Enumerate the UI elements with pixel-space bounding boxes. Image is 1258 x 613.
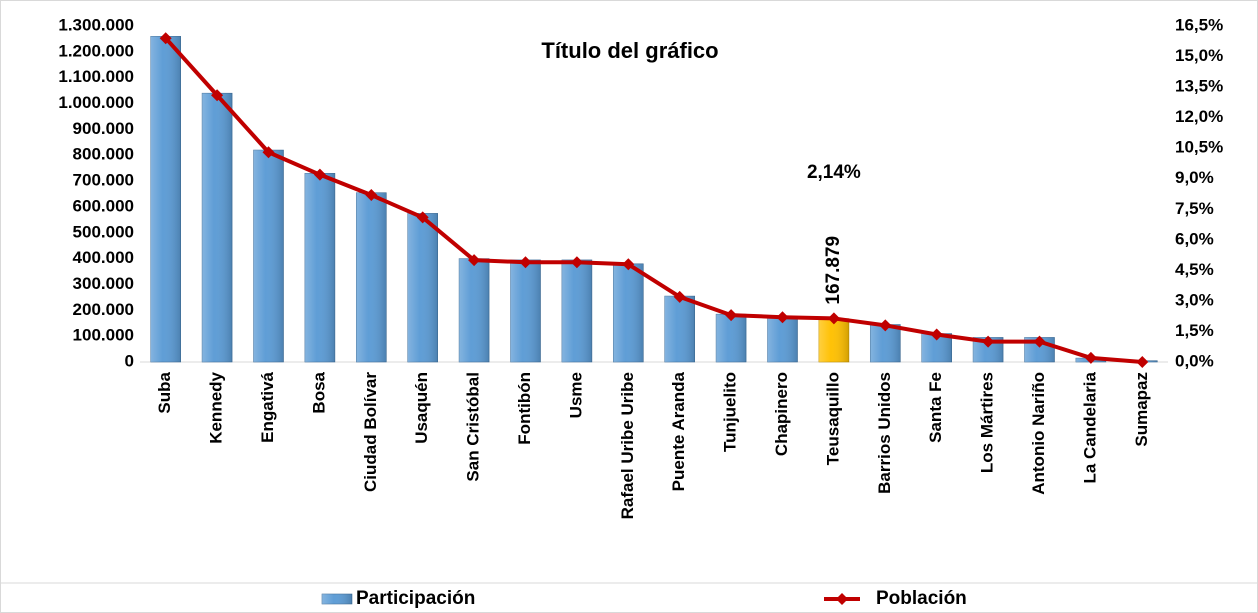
y-tick-label: 1.000.000 [58, 93, 134, 112]
legend-marker [836, 593, 848, 605]
x-tick-label: Antonio Nariño [1029, 372, 1048, 495]
chart-title: Título del gráfico [541, 38, 718, 63]
line-marker [262, 146, 275, 159]
x-tick-label: Chapinero [772, 372, 791, 456]
bar-shade [664, 296, 695, 362]
y2-tick-label: 3,0% [1175, 290, 1214, 309]
x-tick-label: La Candelaria [1080, 371, 1099, 483]
line-marker [1084, 351, 1097, 364]
x-tick-label: Bosa [309, 371, 328, 413]
line-marker [622, 258, 635, 271]
line-marker [930, 328, 943, 341]
line-marker [673, 290, 686, 303]
y2-tick-label: 10,5% [1175, 138, 1223, 157]
line-marker [570, 256, 583, 269]
bar-value-label: 167.879 [823, 236, 844, 305]
y2-tick-label: 6,0% [1175, 229, 1214, 248]
x-tick-label: Santa Fe [926, 372, 945, 443]
bar-shade [510, 259, 541, 362]
x-tick-label: Usme [566, 372, 585, 418]
line-marker [776, 311, 789, 324]
bar-shade [304, 173, 335, 362]
line-marker [416, 211, 429, 224]
legend-label: Población [876, 588, 967, 609]
y-tick-label: 400.000 [73, 248, 134, 267]
line-marker [1136, 356, 1149, 368]
line-marker [879, 319, 892, 332]
x-tick-label: Puente Aranda [669, 371, 688, 491]
bar-shade [716, 314, 747, 362]
line-marker [982, 335, 995, 348]
x-tick-label: Barrios Unidos [875, 372, 894, 494]
bar-shade [561, 259, 592, 362]
bar-shade [202, 93, 233, 362]
line-marker [159, 32, 172, 45]
line-marker [313, 168, 326, 181]
bar-shade [150, 36, 181, 362]
x-tick-label: Sumapaz [1132, 372, 1151, 447]
line-marker [211, 89, 224, 102]
bar-shade [459, 258, 490, 362]
y2-tick-label: 13,5% [1175, 77, 1223, 96]
x-tick-label: Suba [155, 371, 174, 413]
x-tick-label: Ciudad Bolívar [361, 372, 380, 492]
y2-tick-label: 15,0% [1175, 46, 1223, 65]
y-tick-label: 700.000 [73, 171, 134, 190]
legend-label: Participación [356, 588, 475, 609]
x-tick-label: Rafael Uribe Uribe [618, 372, 637, 519]
y-tick-label: 300.000 [73, 274, 134, 293]
y-tick-label: 800.000 [73, 145, 134, 164]
x-tick-label: Usaquén [412, 372, 431, 444]
line-marker [468, 254, 481, 267]
x-tick-label: Tunjuelito [721, 372, 740, 452]
bar-shade [767, 318, 798, 362]
x-tick-label: San Cristóbal [464, 372, 483, 482]
line [164, 36, 1143, 364]
y-tick-label: 500.000 [73, 222, 134, 241]
y-tick-label: 200.000 [73, 300, 134, 319]
x-tick-label: Teusaquillo [823, 372, 842, 465]
y-tick-label: 1.300.000 [58, 15, 134, 34]
bar-shade [818, 318, 849, 362]
line-value-label: 2,14% [807, 162, 861, 183]
y-tick-label: 100.000 [73, 326, 134, 345]
x-tick-label: Fontibón [515, 372, 534, 445]
bar-shade [253, 150, 284, 362]
bar-shade [613, 263, 644, 362]
line-marker [365, 189, 378, 202]
y2-tick-label: 16,5% [1175, 15, 1223, 34]
x-tick-label: Kennedy [207, 371, 226, 443]
y2-tick-label: 1,5% [1175, 321, 1214, 340]
y2-tick-label: 9,0% [1175, 168, 1214, 187]
y2-tick-label: 4,5% [1175, 260, 1214, 279]
line-marker [725, 309, 738, 322]
bar-shade [407, 213, 438, 362]
line-marker [827, 312, 840, 325]
y-tick-label: 1.200.000 [58, 41, 134, 60]
y2-tick-label: 7,5% [1175, 199, 1214, 218]
y2-tick-label: 12,0% [1175, 107, 1223, 126]
bar-shade [356, 192, 387, 362]
y-tick-label: 900.000 [73, 119, 134, 138]
y-tick-label: 0 [125, 351, 134, 370]
y2-tick-label: 0,0% [1175, 351, 1214, 370]
y-tick-label: 600.000 [73, 196, 134, 215]
x-tick-label: Engativá [258, 371, 277, 442]
line-marker [1033, 335, 1046, 348]
legend-swatch-shade [322, 594, 352, 604]
line-marker [519, 256, 532, 269]
x-tick-label: Los Mártires [978, 372, 997, 473]
y-tick-label: 1.100.000 [58, 67, 134, 86]
